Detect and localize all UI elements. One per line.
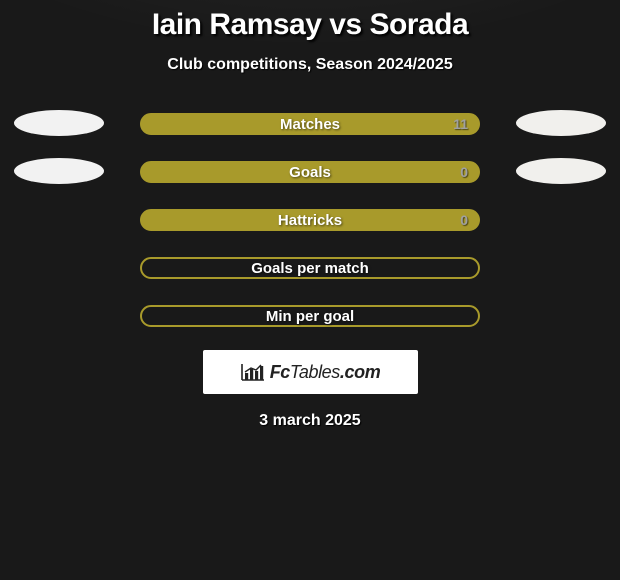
stat-label: Goals per match [251, 260, 369, 277]
stat-rows: Matches 11 Goals 0 Hattricks 0 Goals per match… [0, 112, 620, 328]
left-marker [14, 110, 104, 136]
stat-label: Matches [280, 116, 340, 133]
stat-label: Hattricks [278, 212, 342, 229]
chart-icon [240, 362, 266, 382]
right-marker [516, 110, 606, 136]
stat-row: Goals 0 [0, 160, 620, 184]
stat-row: Min per goal [0, 304, 620, 328]
logo-text-bold: Fc [270, 362, 290, 382]
stat-value-right: 0 [460, 212, 468, 228]
stat-value-right: 11 [453, 116, 468, 132]
subtitle: Club competitions, Season 2024/2025 [0, 56, 620, 74]
comparison-card: Iain Ramsay vs Sorada Club competitions,… [0, 8, 620, 430]
logo-text: FcTables.com [270, 362, 381, 383]
stat-label: Min per goal [266, 308, 354, 325]
logo-box: FcTables.com [203, 350, 418, 394]
left-marker [14, 158, 104, 184]
stat-row: Matches 11 [0, 112, 620, 136]
stat-row: Hattricks 0 [0, 208, 620, 232]
logo-text-light: Tables [290, 362, 340, 382]
right-marker [516, 158, 606, 184]
stat-bar: Hattricks 0 [140, 209, 480, 231]
stat-row: Goals per match [0, 256, 620, 280]
date-text: 3 march 2025 [0, 412, 620, 430]
page-title: Iain Ramsay vs Sorada [0, 8, 620, 42]
stat-bar: Goals 0 [140, 161, 480, 183]
logo-text-suffix: .com [340, 362, 380, 382]
stat-bar: Matches 11 [140, 113, 480, 135]
stat-bar: Goals per match [140, 257, 480, 279]
stat-bar: Min per goal [140, 305, 480, 327]
stat-label: Goals [289, 164, 331, 181]
stat-value-right: 0 [460, 164, 468, 180]
